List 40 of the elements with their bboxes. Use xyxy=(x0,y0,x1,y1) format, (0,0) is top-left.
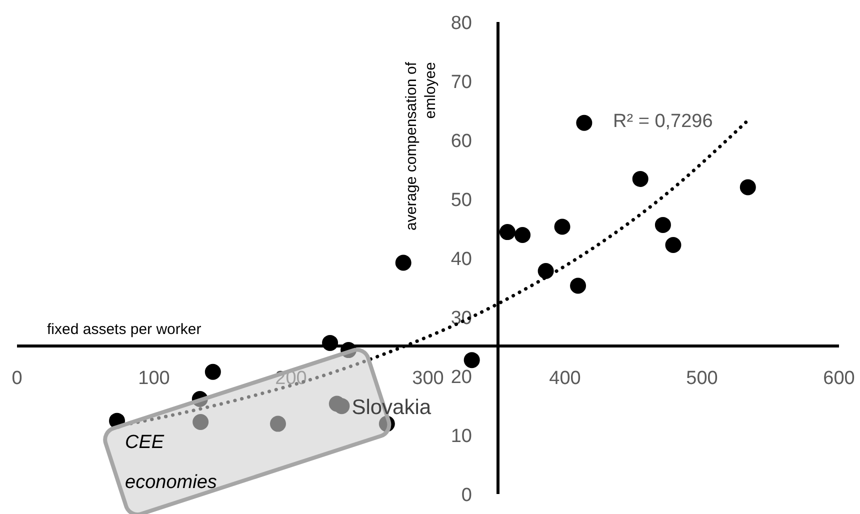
x-tick-label: 600 xyxy=(823,368,855,389)
point xyxy=(378,416,395,432)
x-tick-label: 100 xyxy=(138,368,170,389)
point xyxy=(576,114,592,131)
annotation: R² = 0,7296 xyxy=(613,111,713,132)
point xyxy=(554,218,570,235)
point xyxy=(632,170,648,187)
annotation: Slovakia xyxy=(352,396,432,420)
x-axis-title: fixed assets per worker xyxy=(47,321,202,338)
x-tick-label: 500 xyxy=(686,368,718,389)
annotation: CEE economies xyxy=(125,432,218,493)
point xyxy=(464,352,480,368)
point xyxy=(322,334,338,351)
point xyxy=(395,254,412,271)
point xyxy=(538,262,554,279)
x-tick-label: 400 xyxy=(549,368,581,389)
point xyxy=(740,179,756,196)
y-axis-title: average compensation of emloyee xyxy=(403,61,439,230)
x-tick-label: 300 xyxy=(412,368,444,389)
y-tick-label: 70 xyxy=(450,72,472,93)
y-tick-label: 0 xyxy=(461,485,472,506)
point xyxy=(654,216,671,233)
y-tick-label: 50 xyxy=(450,190,472,211)
point xyxy=(340,342,357,358)
y-tick-label: 60 xyxy=(450,131,472,152)
point xyxy=(499,224,516,240)
y-tick-label: 10 xyxy=(450,426,472,447)
point xyxy=(109,412,126,429)
point xyxy=(204,364,221,380)
point xyxy=(514,226,531,243)
point xyxy=(192,414,209,430)
y-tick-label: 80 xyxy=(450,13,472,34)
point xyxy=(192,391,208,408)
point xyxy=(334,398,350,414)
point xyxy=(270,416,286,432)
y-tick-label: 20 xyxy=(450,367,472,388)
point xyxy=(665,237,682,254)
x-tick-label: 0 xyxy=(12,368,22,389)
y-tick-label: 40 xyxy=(450,249,472,270)
point xyxy=(570,278,586,294)
